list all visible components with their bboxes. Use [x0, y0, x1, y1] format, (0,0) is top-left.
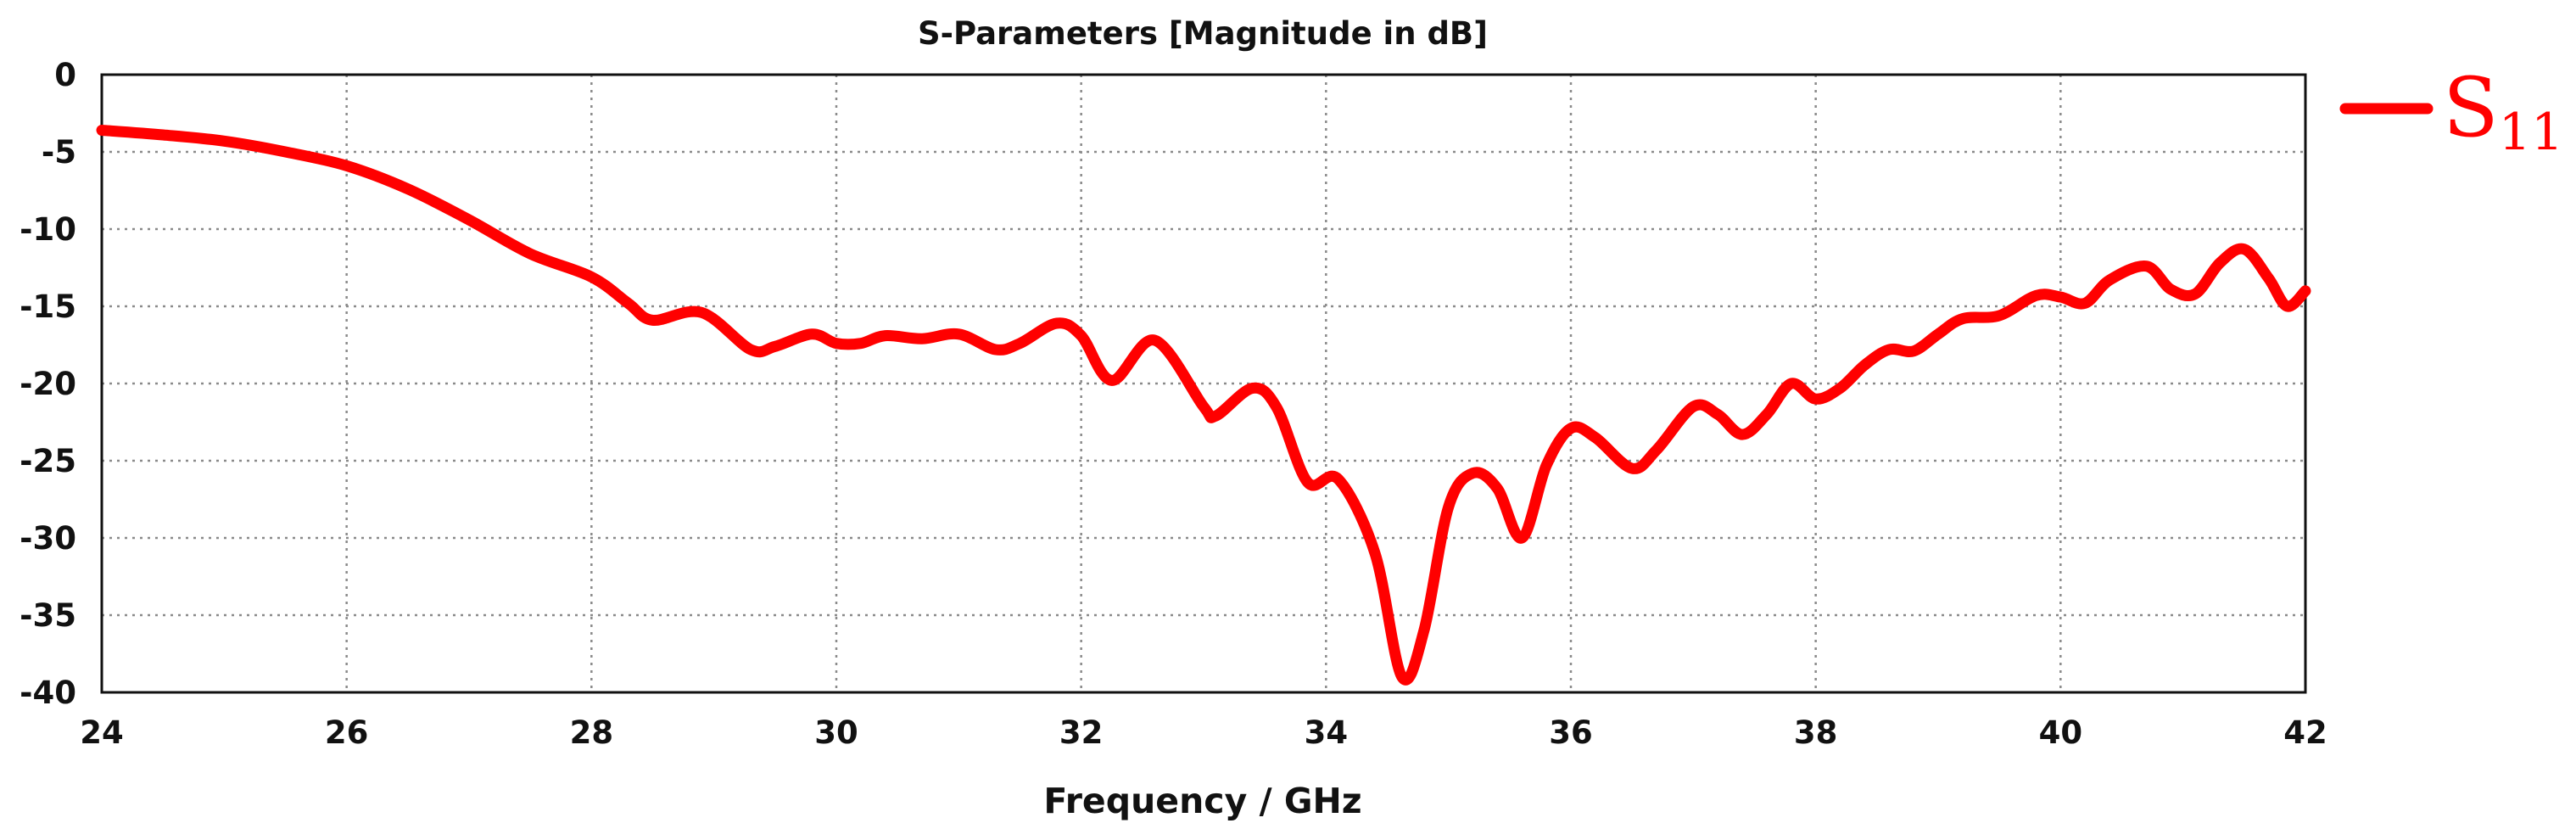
y-tick-label: -25 [20, 443, 76, 479]
y-axis-ticks: 0 -5 -10 -15 -20 -25 -30 -35 -40 [20, 57, 76, 711]
x-tick-label: 42 [2283, 714, 2327, 751]
y-tick-label: -15 [20, 288, 76, 325]
x-tick-label: 40 [2039, 714, 2083, 751]
grid [102, 75, 2305, 692]
plot-area-frame [100, 73, 2307, 694]
x-axis-label: Frequency / GHz [1043, 781, 1361, 821]
y-tick-label: -35 [20, 597, 76, 634]
y-tick-label: 0 [54, 57, 76, 93]
legend: S11 [2339, 60, 2563, 162]
x-tick-label: 26 [325, 714, 369, 751]
x-axis-ticks: 24 26 28 30 32 34 36 38 40 42 [80, 714, 2327, 751]
x-tick-label: 32 [1059, 714, 1104, 751]
y-tick-label: -40 [20, 675, 76, 711]
y-tick-label: -30 [20, 520, 76, 557]
x-tick-label: 34 [1305, 714, 1349, 751]
chart-title: S-Parameters [Magnitude in dB] [918, 15, 1488, 52]
x-tick-label: 30 [814, 714, 858, 751]
x-tick-label: 28 [570, 714, 614, 751]
y-tick-label: -20 [20, 366, 76, 402]
legend-label-s11: S11 [2443, 60, 2563, 162]
x-tick-label: 36 [1549, 714, 1593, 751]
y-tick-label: -5 [42, 134, 76, 171]
x-tick-label: 38 [1794, 714, 1838, 751]
y-tick-label: -10 [20, 211, 76, 248]
series-line-s11 [96, 125, 2311, 686]
x-tick-label: 24 [80, 714, 124, 751]
